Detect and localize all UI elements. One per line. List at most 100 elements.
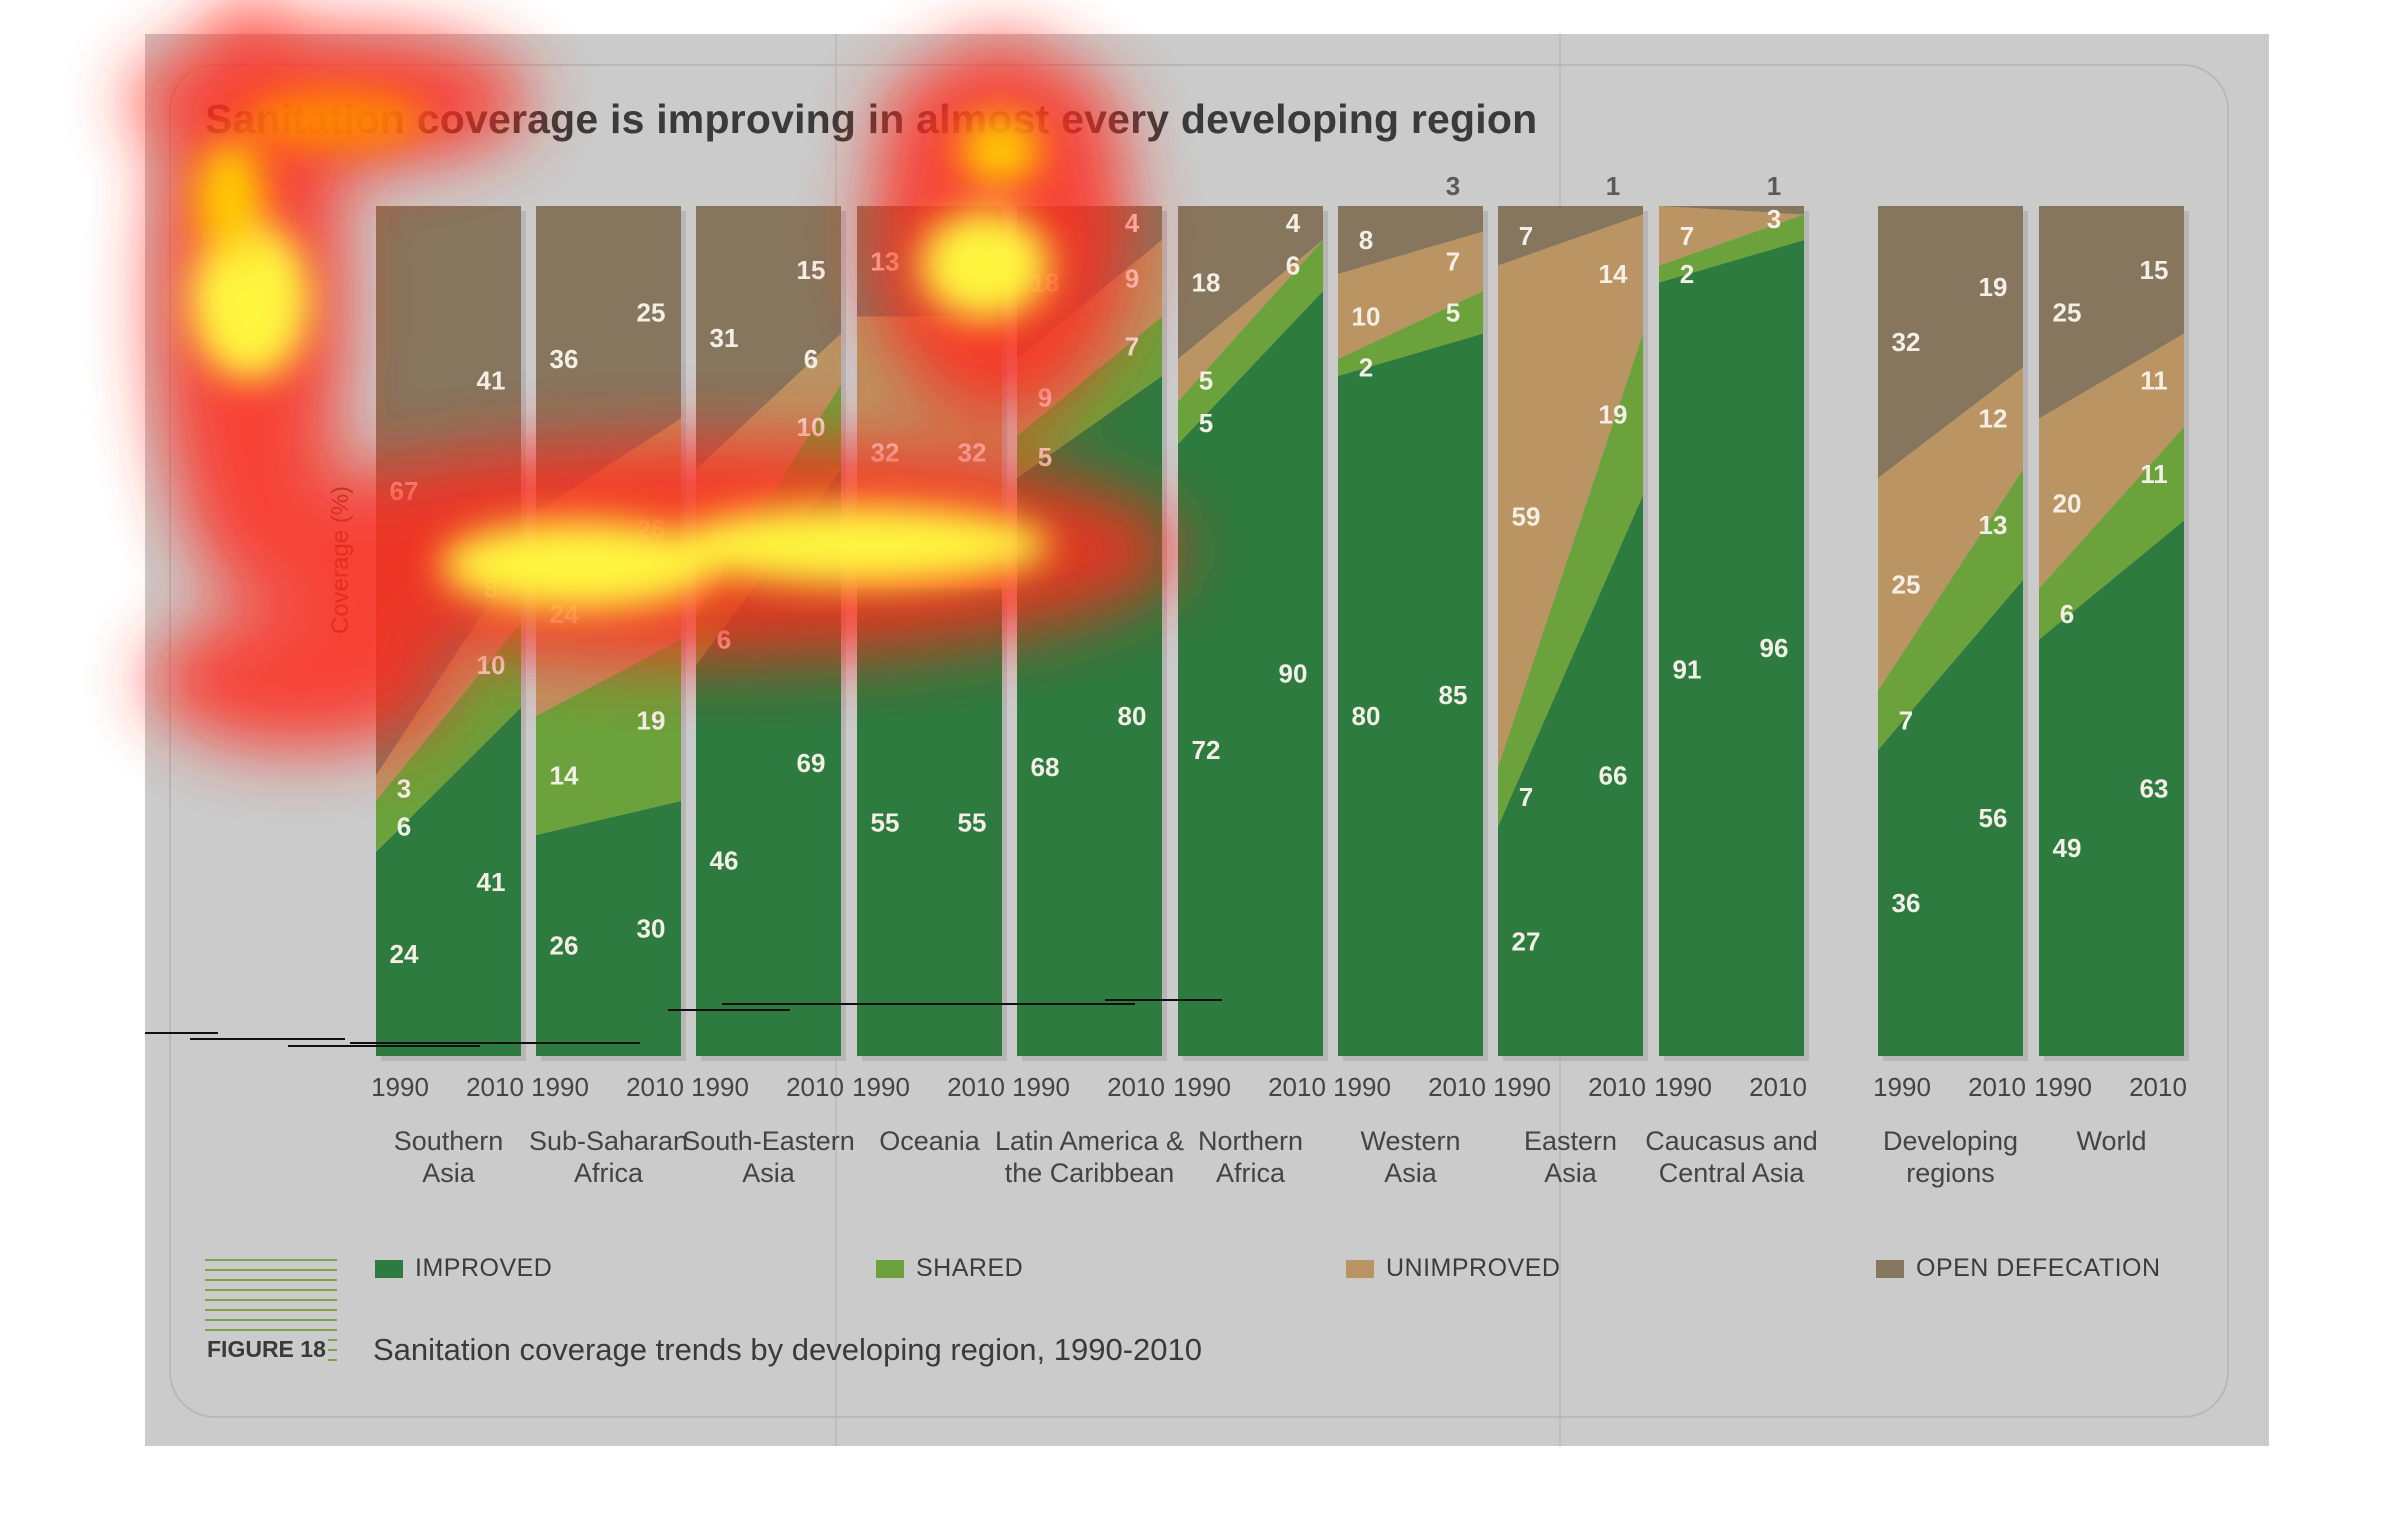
area-improved-3 bbox=[857, 588, 1002, 1056]
value-label-unimproved-2010-1: 26 bbox=[637, 514, 666, 544]
region-label-2: South-Eastern bbox=[682, 1126, 855, 1156]
area-improved-5 bbox=[1178, 291, 1323, 1056]
value-label-open-defecation-2010-5: 4 bbox=[1286, 208, 1301, 238]
legend-item-improved: IMPROVED bbox=[375, 1254, 552, 1283]
value-label-improved-1990-10: 49 bbox=[2053, 833, 2082, 863]
value-label-shared-1990-2: 6 bbox=[717, 625, 731, 655]
region-label-2: Asia bbox=[742, 1158, 796, 1188]
value-label-improved-1990-1: 26 bbox=[550, 931, 579, 961]
area-improved-8 bbox=[1659, 240, 1804, 1056]
legend-swatch-open-defecation bbox=[1876, 1259, 1904, 1278]
area-shared-6 bbox=[1338, 291, 1483, 376]
value-label-unimproved-1990-5: 5 bbox=[1199, 365, 1213, 395]
region-group-3: 55 55 32 32 13 13 1990 2010 Oceania bbox=[852, 206, 1007, 1156]
x-tick-2010-4: 2010 bbox=[1107, 1072, 1165, 1102]
area-shared-5 bbox=[1178, 240, 1323, 444]
area-shared-1 bbox=[536, 639, 681, 835]
value-label-unimproved-1990-10: 20 bbox=[2053, 489, 2082, 519]
value-label-open-defecation-1990-10: 25 bbox=[2053, 297, 2082, 327]
area-unimproved-8 bbox=[1659, 206, 1804, 266]
area-unimproved-9 bbox=[1878, 367, 2023, 691]
figure-label: FIGURE 18 bbox=[205, 1336, 328, 1363]
area-shared-10 bbox=[2039, 427, 2184, 640]
legend-item-open-defecation: OPEN DEFECATION bbox=[1876, 1254, 2161, 1283]
value-label-improved-1990-7: 27 bbox=[1512, 926, 1541, 956]
value-label-improved-2010-1: 30 bbox=[637, 914, 666, 944]
value-label-shared-2010-8: 3 bbox=[1767, 204, 1781, 234]
value-label-shared-1990-9: 7 bbox=[1899, 705, 1913, 735]
value-label-open-defecation-2010-8: 1 bbox=[1767, 171, 1781, 201]
region-label-0: Southern bbox=[394, 1126, 504, 1156]
value-label-improved-2010-3: 55 bbox=[958, 807, 987, 837]
value-label-improved-2010-5: 90 bbox=[1279, 659, 1308, 689]
region-group-4: 68 80 5 7 9 9 18 4 1990 2010 Latin America &the Ca… bbox=[995, 206, 1184, 1188]
x-tick-2010-10: 2010 bbox=[2129, 1072, 2187, 1102]
x-tick-1990-6: 1990 bbox=[1333, 1072, 1391, 1102]
x-tick-1990-9: 1990 bbox=[1873, 1072, 1931, 1102]
area-shared-9 bbox=[1878, 469, 2023, 750]
value-label-improved-2010-0: 41 bbox=[477, 867, 506, 897]
value-label-unimproved-2010-3: 32 bbox=[958, 438, 987, 468]
region-group-10: 49 63 6 11 20 11 25 15 1990 2010 World bbox=[2034, 206, 2189, 1156]
value-label-open-defecation-2010-10: 15 bbox=[2140, 255, 2169, 285]
area-improved-10 bbox=[2039, 520, 2184, 1056]
legend-label: UNIMPROVED bbox=[1386, 1254, 1561, 1282]
region-label-7: Asia bbox=[1544, 1158, 1598, 1188]
x-tick-1990-3: 1990 bbox=[852, 1072, 910, 1102]
area-open-defecation-7 bbox=[1498, 206, 1643, 266]
value-label-open-defecation-2010-3: 13 bbox=[958, 246, 987, 276]
x-tick-1990-5: 1990 bbox=[1173, 1072, 1231, 1102]
value-label-shared-2010-0: 10 bbox=[477, 650, 506, 680]
value-label-open-defecation-1990-2: 31 bbox=[710, 323, 739, 353]
value-label-improved-1990-5: 72 bbox=[1192, 735, 1221, 765]
value-label-unimproved-1990-9: 25 bbox=[1892, 569, 1921, 599]
value-label-shared-1990-0: 6 bbox=[397, 812, 411, 842]
x-tick-1990-10: 1990 bbox=[2034, 1072, 2092, 1102]
value-label-open-defecation-2010-7: 1 bbox=[1606, 171, 1620, 201]
legend-label: SHARED bbox=[916, 1254, 1024, 1282]
value-label-open-defecation-2010-1: 25 bbox=[637, 297, 666, 327]
value-label-unimproved-1990-4: 9 bbox=[1038, 382, 1052, 412]
area-open-defecation-5 bbox=[1178, 206, 1323, 359]
value-label-improved-1990-3: 55 bbox=[871, 807, 900, 837]
x-tick-2010-2: 2010 bbox=[786, 1072, 844, 1102]
value-label-open-defecation-2010-4: 4 bbox=[1125, 208, 1140, 238]
value-label-open-defecation-1990-6: 8 bbox=[1359, 225, 1373, 255]
value-label-improved-1990-9: 36 bbox=[1892, 888, 1921, 918]
value-label-improved-1990-6: 80 bbox=[1352, 701, 1381, 731]
area-improved-9 bbox=[1878, 580, 2023, 1056]
region-label-5: Northern bbox=[1198, 1126, 1303, 1156]
x-tick-1990-4: 1990 bbox=[1012, 1072, 1070, 1102]
x-tick-2010-1: 2010 bbox=[626, 1072, 684, 1102]
legend-label: OPEN DEFECATION bbox=[1916, 1254, 2161, 1282]
value-label-improved-2010-7: 66 bbox=[1599, 761, 1628, 791]
value-label-unimproved-1990-8: 7 bbox=[1680, 221, 1694, 251]
x-tick-2010-7: 2010 bbox=[1588, 1072, 1646, 1102]
region-label-1: Sub-Saharan bbox=[529, 1126, 688, 1156]
region-label-9: regions bbox=[1906, 1158, 1995, 1188]
area-open-defecation-10 bbox=[2039, 206, 2184, 419]
value-label-shared-2010-10: 11 bbox=[2140, 459, 2168, 489]
value-label-improved-1990-8: 91 bbox=[1673, 654, 1702, 684]
figure-caption: Sanitation coverage trends by developing… bbox=[373, 1332, 1202, 1367]
region-label-0: Asia bbox=[422, 1158, 476, 1188]
value-label-open-defecation-1990-3: 13 bbox=[871, 246, 900, 276]
value-label-open-defecation-1990-5: 18 bbox=[1192, 268, 1221, 298]
value-label-shared-2010-7: 19 bbox=[1599, 399, 1628, 429]
value-label-shared-2010-9: 13 bbox=[1979, 510, 2008, 540]
region-label-6: Asia bbox=[1384, 1158, 1438, 1188]
value-label-improved-2010-8: 96 bbox=[1760, 633, 1789, 663]
value-label-unimproved-2010-2: 6 bbox=[804, 344, 818, 374]
legend-label: IMPROVED bbox=[415, 1254, 553, 1282]
legend-item-unimproved: UNIMPROVED bbox=[1346, 1254, 1560, 1283]
value-label-improved-1990-4: 68 bbox=[1031, 752, 1060, 782]
value-label-open-defecation-1990-1: 36 bbox=[550, 344, 579, 374]
area-improved-0 bbox=[376, 707, 521, 1056]
value-label-shared-2010-2: 10 bbox=[797, 412, 826, 442]
